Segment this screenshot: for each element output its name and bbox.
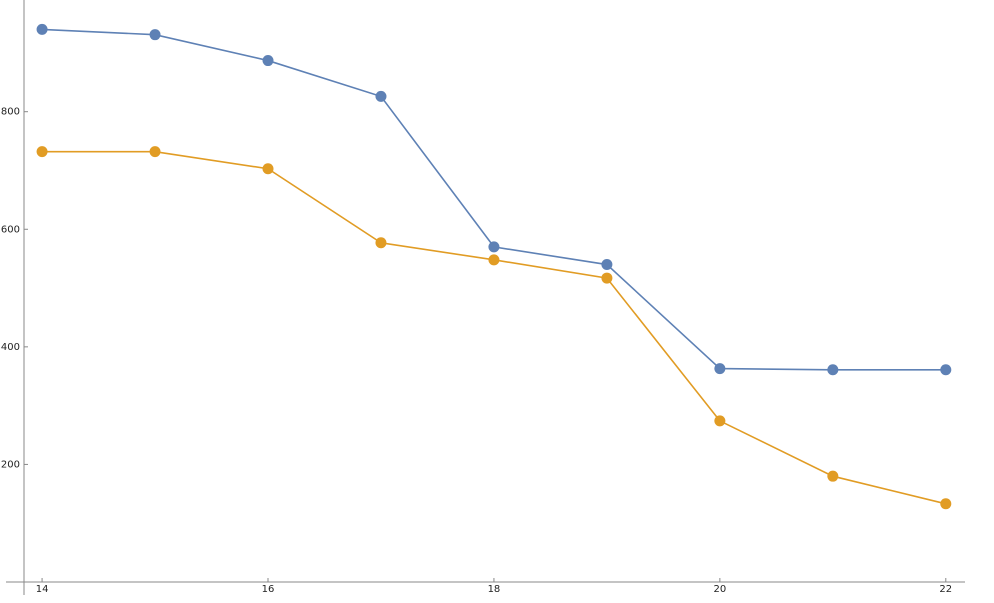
point xyxy=(262,163,274,175)
point xyxy=(488,254,500,266)
point xyxy=(940,498,952,510)
x-tick-label: 14 xyxy=(36,584,49,595)
point xyxy=(36,146,48,158)
y-tick-label: 200 xyxy=(1,459,20,470)
point xyxy=(714,415,726,427)
point xyxy=(601,272,613,284)
point xyxy=(827,364,839,376)
point xyxy=(149,146,161,158)
point xyxy=(827,470,839,482)
point xyxy=(262,55,274,67)
point xyxy=(488,241,500,253)
series-line xyxy=(42,28,946,371)
point xyxy=(375,237,387,249)
point xyxy=(375,90,387,102)
point xyxy=(601,259,613,271)
x-tick-label: 16 xyxy=(262,584,275,595)
y-tick-label: 400 xyxy=(1,342,20,353)
x-tick-label: 22 xyxy=(939,584,952,595)
x-tick-label: 18 xyxy=(488,584,501,595)
point xyxy=(149,29,161,41)
point xyxy=(36,23,48,35)
y-tick-label: 800 xyxy=(1,107,20,118)
x-tick-label: 20 xyxy=(713,584,726,595)
y-tick-label: 600 xyxy=(1,224,20,235)
series-line xyxy=(42,150,946,505)
point xyxy=(714,363,726,375)
point xyxy=(940,364,952,376)
